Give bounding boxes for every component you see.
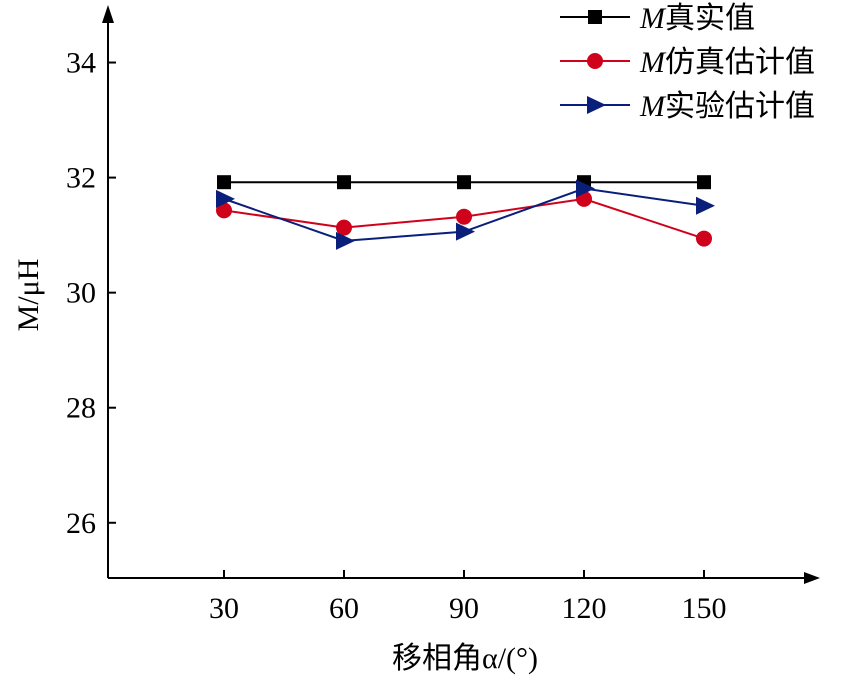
y-tick-label: 26 xyxy=(66,507,96,540)
triangle-marker xyxy=(696,196,715,215)
circle-marker xyxy=(696,230,712,247)
circle-marker xyxy=(456,208,472,225)
x-axis-arrow xyxy=(804,572,820,584)
y-tick-label: 28 xyxy=(66,392,96,425)
y-tick-label: 34 xyxy=(66,47,96,80)
y-tick-label: 32 xyxy=(66,162,96,195)
circle-marker xyxy=(336,219,352,236)
x-tick-label: 120 xyxy=(562,592,607,625)
triangle-marker xyxy=(576,179,595,198)
legend-label: M真实值 xyxy=(639,2,755,35)
square-marker xyxy=(337,175,351,190)
square-marker xyxy=(457,175,471,190)
x-axis-label: 移相角α/(°) xyxy=(392,642,538,675)
x-tick-label: 90 xyxy=(449,592,479,625)
y-tick-label: 30 xyxy=(66,277,96,310)
x-tick-label: 150 xyxy=(682,592,727,625)
square-marker xyxy=(217,175,231,190)
legend-label: M仿真估计值 xyxy=(639,46,815,79)
axes: 30 60 90 120 150 26 28 30 32 34 xyxy=(66,5,820,625)
x-tick-label: 30 xyxy=(209,592,239,625)
circle-marker xyxy=(216,202,232,219)
y-axis-label: M/μH xyxy=(12,259,45,332)
triangle-marker xyxy=(216,189,235,208)
legend-label: M实验估计值 xyxy=(639,90,815,123)
triangle-marker xyxy=(587,96,606,114)
plot-area xyxy=(216,175,715,250)
triangle-marker xyxy=(456,222,475,241)
triangle-marker xyxy=(336,231,355,250)
x-tick-label: 60 xyxy=(329,592,359,625)
circle-marker xyxy=(587,53,603,69)
square-marker xyxy=(697,175,711,190)
square-marker xyxy=(588,10,602,24)
y-axis-arrow xyxy=(102,5,114,23)
legend: M真实值 M仿真估计值 M实验估计值 xyxy=(560,2,815,123)
